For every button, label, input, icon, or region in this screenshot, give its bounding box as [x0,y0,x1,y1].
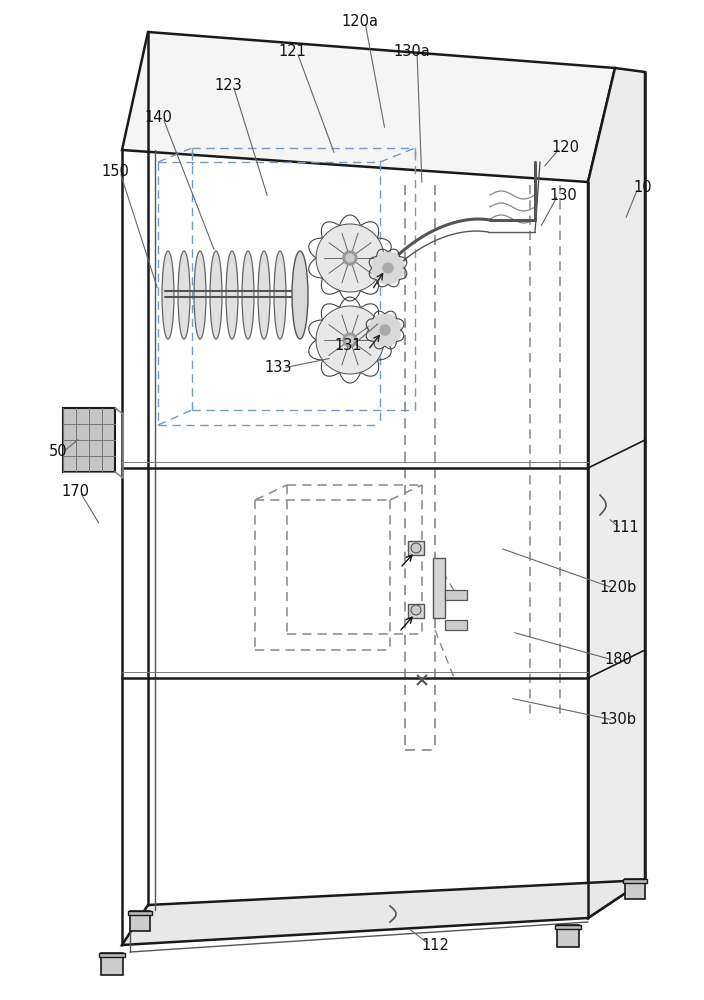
Bar [408,604,424,618]
Text: 131: 131 [334,338,362,353]
Text: 133: 133 [264,360,291,375]
Text: 112: 112 [421,938,449,952]
Ellipse shape [194,251,206,339]
Polygon shape [316,224,384,292]
FancyBboxPatch shape [101,953,123,975]
Text: 140: 140 [144,110,172,125]
Polygon shape [122,880,645,945]
Ellipse shape [258,251,270,339]
Text: 50: 50 [49,444,68,460]
Ellipse shape [242,251,254,339]
Text: 130: 130 [549,188,577,202]
FancyBboxPatch shape [555,925,581,929]
Ellipse shape [178,251,190,339]
FancyBboxPatch shape [128,911,152,915]
Circle shape [411,605,421,615]
Polygon shape [316,306,384,374]
FancyBboxPatch shape [623,879,647,883]
Text: 120b: 120b [599,580,636,595]
Text: 120a: 120a [341,14,379,29]
Text: 10: 10 [634,180,653,196]
Ellipse shape [162,251,174,339]
FancyBboxPatch shape [130,911,150,931]
Bar [63,408,115,472]
Bar [445,620,467,630]
Text: 111: 111 [611,520,639,536]
FancyBboxPatch shape [99,953,125,957]
FancyBboxPatch shape [557,925,579,947]
Text: 130a: 130a [394,44,430,60]
Text: 170: 170 [61,485,89,499]
Circle shape [383,263,393,273]
Text: 130b: 130b [600,712,636,728]
Ellipse shape [210,251,222,339]
Ellipse shape [292,251,308,339]
Polygon shape [122,32,615,182]
Polygon shape [372,252,404,284]
Circle shape [411,543,421,553]
Polygon shape [369,314,401,346]
Circle shape [343,251,357,265]
Bar [408,541,424,555]
Bar [445,590,467,600]
Circle shape [346,336,354,344]
Ellipse shape [274,251,286,339]
Text: 150: 150 [101,164,129,180]
Bar [433,558,445,618]
Text: 120: 120 [551,140,579,155]
Circle shape [346,254,354,262]
Circle shape [343,333,357,347]
Ellipse shape [226,251,238,339]
Text: 180: 180 [604,652,632,668]
Circle shape [380,325,390,335]
Polygon shape [588,68,645,918]
Text: 121: 121 [278,44,306,60]
Text: 123: 123 [214,78,242,93]
FancyBboxPatch shape [625,879,645,899]
